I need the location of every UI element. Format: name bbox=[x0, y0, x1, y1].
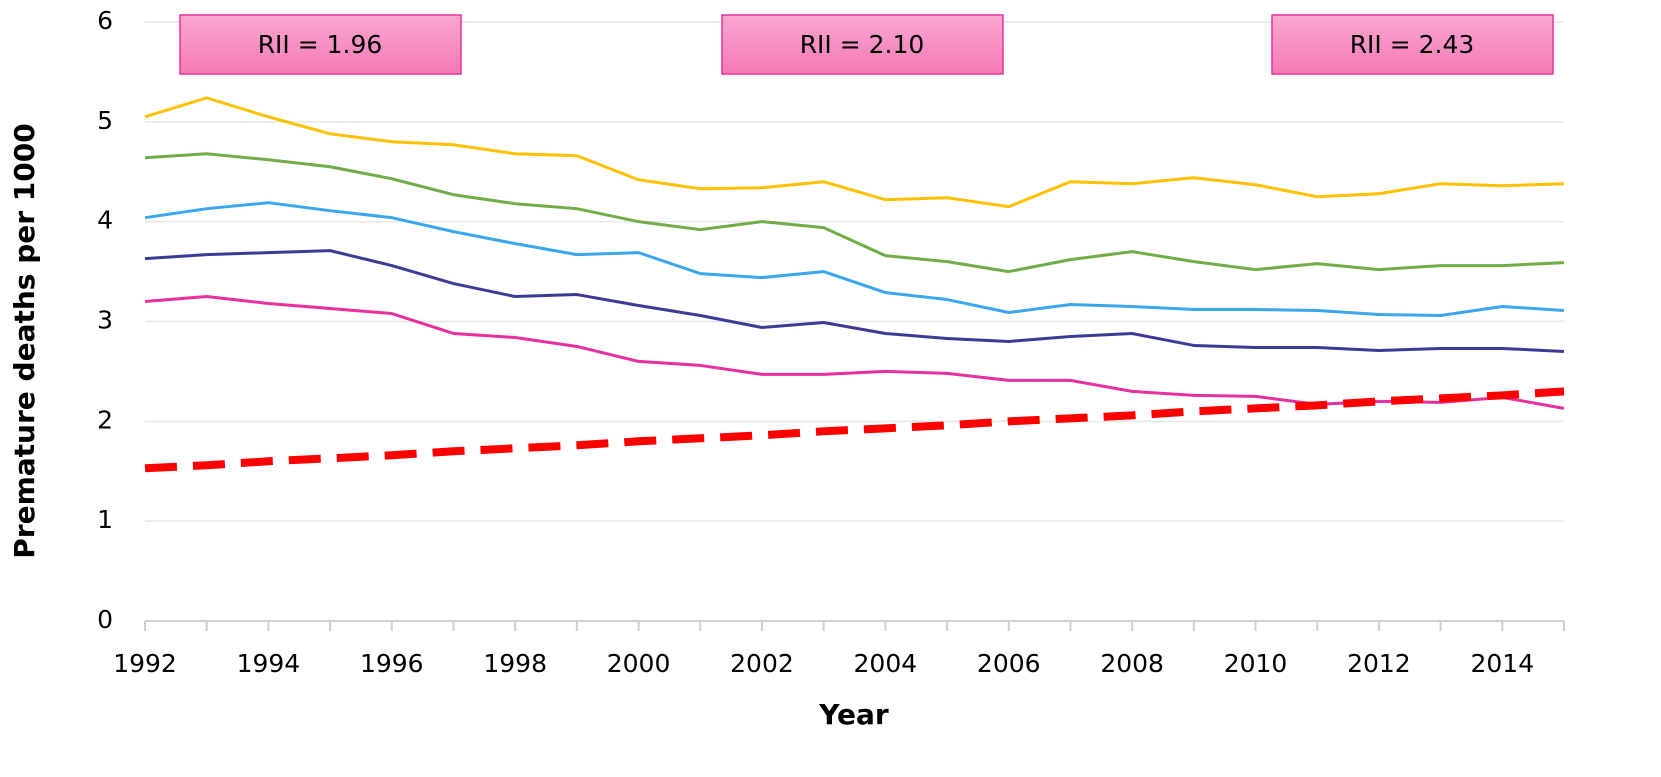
trend-line bbox=[144, 387, 1565, 473]
annotation: RII = 1.96 bbox=[258, 30, 383, 59]
y-tick-label: 0 bbox=[97, 605, 113, 634]
annotation-box bbox=[721, 14, 1004, 75]
x-tick-label: 2008 bbox=[1100, 649, 1164, 678]
annotation-box bbox=[1271, 14, 1554, 75]
y-tick-label: 4 bbox=[97, 206, 113, 235]
x-tick-label: 2000 bbox=[607, 649, 671, 678]
y-tick-label: 3 bbox=[97, 306, 113, 335]
y-tick-label: 1 bbox=[97, 505, 113, 534]
y-tick-label: 6 bbox=[97, 6, 113, 35]
x-axis-title: Year bbox=[818, 698, 889, 731]
y-tick-label: 2 bbox=[97, 405, 113, 434]
x-tick-label: 2010 bbox=[1224, 649, 1288, 678]
annotation: RII = 2.10 bbox=[800, 30, 925, 59]
series-line bbox=[144, 96, 1565, 209]
x-tick-label: 2004 bbox=[854, 649, 918, 678]
annotation: RII = 2.43 bbox=[1350, 30, 1475, 59]
y-axis-title: Premature deaths per 1000 bbox=[8, 123, 41, 558]
x-tick-label: 1996 bbox=[360, 649, 424, 678]
series-line bbox=[144, 249, 1565, 353]
x-tick-label: 1992 bbox=[113, 649, 177, 678]
y-tick-label: 5 bbox=[97, 106, 113, 135]
series-line bbox=[144, 152, 1565, 274]
x-tick-label: 1994 bbox=[237, 649, 301, 678]
x-tick-label: 2012 bbox=[1347, 649, 1411, 678]
annotation-box bbox=[179, 14, 462, 75]
x-tick-label: 1998 bbox=[483, 649, 547, 678]
x-tick-label: 2006 bbox=[977, 649, 1041, 678]
series-line bbox=[144, 295, 1565, 410]
x-tick-label: 2002 bbox=[730, 649, 794, 678]
x-tick-label: 2014 bbox=[1470, 649, 1534, 678]
series-line bbox=[144, 201, 1565, 318]
